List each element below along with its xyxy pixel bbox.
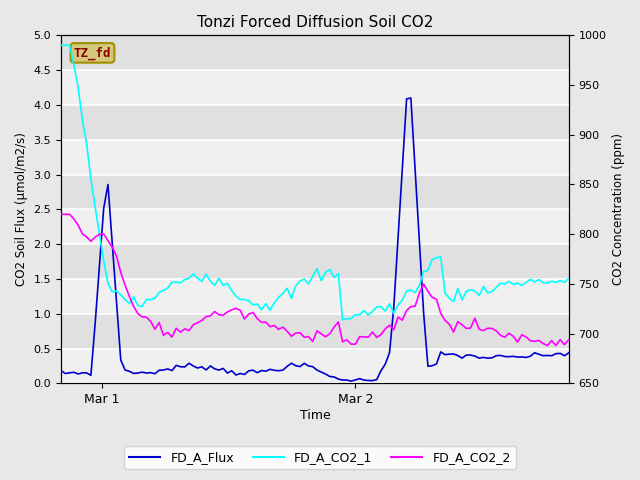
Bar [61, 105, 569, 140]
Y-axis label: CO2 Soil Flux (μmol/m2/s): CO2 Soil Flux (μmol/m2/s) [15, 132, 28, 286]
Title: Tonzi Forced Diffusion Soil CO2: Tonzi Forced Diffusion Soil CO2 [196, 15, 433, 30]
Legend: FD_A_Flux, FD_A_CO2_1, FD_A_CO2_2: FD_A_Flux, FD_A_CO2_1, FD_A_CO2_2 [124, 446, 516, 469]
Text: TZ_fd: TZ_fd [74, 46, 111, 60]
X-axis label: Time: Time [300, 409, 330, 422]
Bar [61, 279, 569, 314]
Y-axis label: CO2 Concentration (ppm): CO2 Concentration (ppm) [612, 133, 625, 285]
Bar [61, 140, 569, 175]
Bar [61, 244, 569, 279]
Bar [61, 209, 569, 244]
Bar [61, 36, 569, 70]
Bar [61, 175, 569, 209]
Bar [61, 348, 569, 384]
Bar [61, 70, 569, 105]
Bar [61, 314, 569, 348]
